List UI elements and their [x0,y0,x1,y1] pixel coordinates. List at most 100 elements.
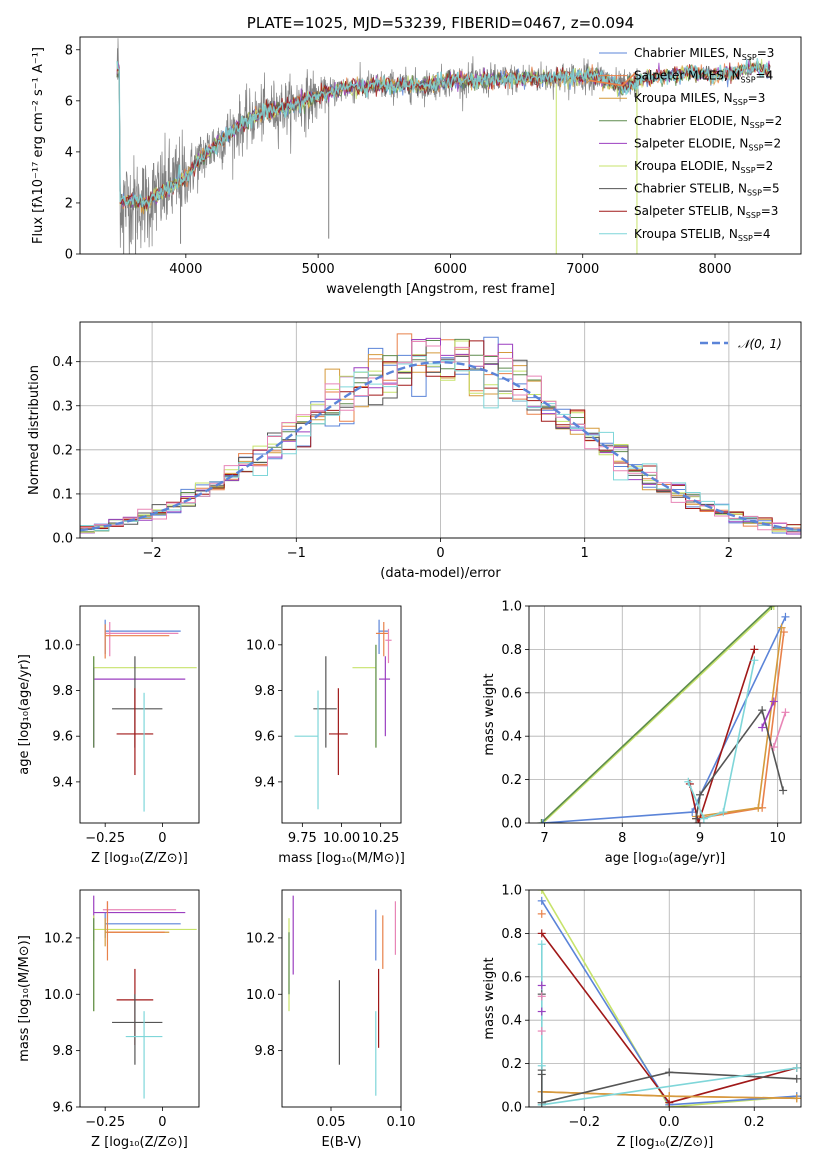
x-tick-label: 0.10 [387,1115,416,1130]
x-tick-label: 4000 [169,262,202,277]
marker-chabrier_miles [538,819,547,823]
model-highlight [589,72,637,87]
x-tick-label: 9 [696,831,704,846]
ticks-mass_vs_EBV: 0.05 0.10 9.8 10.0 10.2 [246,931,415,1130]
marker-chabrier_elodie [537,819,546,823]
model-line-kroupa_stelib [116,58,771,208]
x-tick-label: 10.00 [323,831,360,846]
x-axis-label: E(B-V) [321,1135,361,1150]
x-tick-label: 0.05 [317,1115,346,1130]
series-line-chabrier_miles [542,616,787,823]
errorbar-salpeter_miles [375,621,389,657]
legend-entry: 𝒩(0, 1) [738,337,782,351]
plot-area-weight_vs_age [537,606,790,823]
y-axis-label: mass weight [482,673,497,755]
marker-kroupa_elodie [769,606,778,610]
axes-frame [281,889,402,1108]
y-tick-label: 0.8 [501,927,522,942]
legend-entry: Chabrier ELODIE, NSSP=2 [634,114,782,130]
legend-entry: Salpeter MILES, NSSP=4 [634,69,773,85]
y-axis-label: mass weight [482,957,497,1039]
errorbar-pink [105,621,179,657]
y-tick-label: 9.8 [254,1044,275,1059]
ticks-age_vs_Z: −0.25 0 9.4 9.6 9.8 10.0 [44,638,166,846]
errorbar-salpeter_stelib [328,688,348,776]
errorbar-pink [385,628,392,664]
x-tick-label: 1 [581,546,589,561]
y-tick-label: 2 [65,196,73,211]
axes-frame [79,889,200,1108]
marker-kroupa_stelib [750,656,759,665]
errorbar-kroupa_elodie [352,644,377,748]
x-axis-label: (data-model)/error [380,566,501,581]
marker-salpeter_stelib [694,819,703,823]
x-tick-label: 0 [158,831,166,846]
marker-chabrier_miles [537,896,546,905]
x-tick-label: 7 [540,831,548,846]
axes-frame [528,605,802,824]
marker-salpeter_elodie [769,697,778,706]
errorbar-kroupa_stelib [125,1011,163,1099]
y-tick-label: 1.0 [501,600,522,615]
marker-chabrier_stelib [537,1098,546,1107]
y-axis-label: age [log₁₀(age/yr)] [17,654,32,775]
marker-chabrier_miles [688,808,697,817]
ticks-residuals: −2 −1 0 1 2 0.0 0.1 0.2 0.3 0.4 [52,355,733,561]
errorbar-salpeter_elodie [93,667,186,748]
axes-frame [79,605,200,824]
y-tick-label: 0.2 [52,443,73,458]
ticks-weight_vs_age: 7 8 9 10 0.0 0.2 0.4 0.6 0.8 1.0 [501,600,786,847]
y-tick-label: 0.2 [501,773,522,788]
y-tick-label: 10.2 [44,931,73,946]
legend-entry: Kroupa STELIB, NSSP=4 [634,227,771,243]
marker-salpeter_elodie [537,1007,546,1016]
y-tick-label: 0.2 [501,1057,522,1072]
series-line-salpeter_elodie [761,701,775,728]
panel-spectrum: 4000 5000 6000 7000 8000 0 2 4 6 8 wavelength [Ang… [31,14,802,297]
y-tick-label: 0.3 [52,399,73,414]
panel-residuals: −2 −1 0 1 2 0.0 0.1 0.2 0.3 0.4 (data-model)/error… [27,321,802,581]
marker-salpeter_stelib [750,645,759,654]
y-tick-label: 0.0 [52,532,73,547]
marker-chabrier_stelib [695,790,704,799]
y-tick-label: 0.6 [501,970,522,985]
y-tick-label: 10.2 [246,931,275,946]
x-axis-label: mass [log₁₀(M/M⊙)] [278,851,405,866]
x-tick-label: 8000 [698,262,731,277]
y-tick-label: 6 [65,94,73,109]
x-axis-label: age [log₁₀(age/yr)] [605,851,726,866]
y-tick-label: 10.0 [246,638,275,653]
plot-area-residuals [80,333,801,538]
errorbar-salpeter_miles [106,901,165,961]
panel-age_vs_Z: −0.25 0 9.4 9.6 9.8 10.0 Z [log₁₀(Z/Z⊙)] age [l… [17,605,200,866]
marker-chabrier_stelib [665,1068,674,1077]
x-axis-label: Z [log₁₀(Z/Z⊙)] [91,1135,188,1150]
x-tick-label: 5000 [302,262,335,277]
series-line-chabrier_elodie [540,606,773,823]
panel-mass_vs_Z: −0.25 0 9.6 9.8 10.0 10.2 Z [log₁₀(Z/Z⊙)] mass … [17,889,200,1150]
errorbar-chabrier_stelib [313,656,337,748]
y-tick-label: 0 [65,248,73,263]
y-axis-label: mass [log₁₀(M/M⊙)] [17,935,32,1062]
marker-salpeter_stelib [537,929,546,938]
x-tick-label: 10 [769,831,786,846]
legend-entry: Kroupa MILES, NSSP=3 [634,91,765,107]
y-tick-label: 8 [65,43,73,58]
y-tick-label: 0.6 [501,686,522,701]
marker-kroupa_miles [754,803,763,812]
marker-pink [781,708,790,717]
ticks-spectrum: 4000 5000 6000 7000 8000 0 2 4 6 8 [65,43,732,277]
axes-frame [79,36,802,255]
marker-kroupa_stelib [537,940,546,949]
ticks-weight_vs_Z: −0.2 0.0 0.2 0.0 0.2 0.4 0.6 0.8 1.0 [501,884,764,1131]
y-tick-label: 9.8 [254,684,275,699]
series-line-pink [773,712,787,748]
x-tick-label: −0.2 [568,1115,600,1130]
x-tick-label: 2 [725,546,733,561]
x-tick-label: 6000 [434,262,467,277]
marker-kroupa_stelib [684,777,693,786]
y-tick-label: 0.4 [52,355,73,370]
errorbar-salpeter_stelib [116,688,154,776]
series-line-kroupa_elodie [542,606,775,823]
